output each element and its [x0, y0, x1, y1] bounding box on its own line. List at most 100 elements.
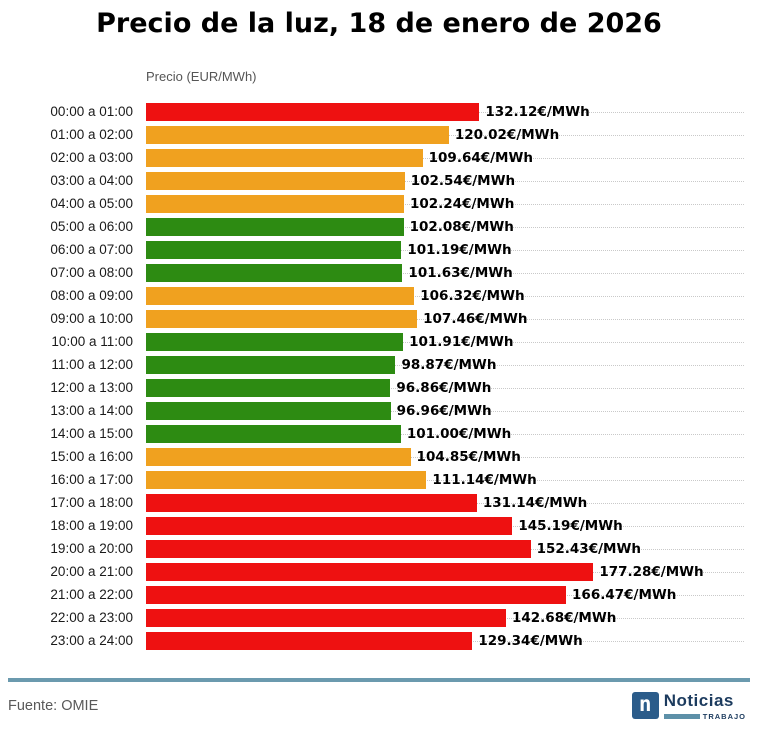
- hour-label: 11:00 a 12:00: [51, 357, 133, 372]
- bar-row: 20:00 a 21:00 177.28€/MWh: [0, 560, 758, 583]
- value-label: 98.87€/MWh: [401, 356, 497, 373]
- bar-track: 131.14€/MWh: [146, 493, 744, 512]
- bar-track: 96.86€/MWh: [146, 378, 744, 397]
- bar: [146, 240, 402, 259]
- bar: [146, 309, 418, 328]
- bar-track: 101.00€/MWh: [146, 424, 744, 443]
- footer: Fuente: OMIE n Noticias TRABAJO: [8, 692, 746, 721]
- bar-track: 111.14€/MWh: [146, 470, 744, 489]
- value-label: 177.28€/MWh: [599, 563, 704, 580]
- bar-row: 17:00 a 18:00 131.14€/MWh: [0, 491, 758, 514]
- bar: [146, 148, 423, 167]
- bar-row: 13:00 a 14:00 96.96€/MWh: [0, 399, 758, 422]
- value-label: 101.91€/MWh: [409, 333, 514, 350]
- hour-label: 06:00 a 07:00: [50, 242, 133, 257]
- bar-track: 98.87€/MWh: [146, 355, 744, 374]
- value-label: 102.08€/MWh: [409, 218, 514, 235]
- logo-subtitle: TRABAJO: [702, 711, 746, 721]
- bar-row: 12:00 a 13:00 96.86€/MWh: [0, 376, 758, 399]
- logo-name: Noticias: [663, 691, 734, 710]
- value-label: 109.64€/MWh: [428, 149, 533, 166]
- bar-row: 08:00 a 09:00 106.32€/MWh: [0, 284, 758, 307]
- bar-track: 166.47€/MWh: [146, 585, 744, 604]
- gridline: [146, 410, 744, 412]
- bar-track: 102.08€/MWh: [146, 217, 744, 236]
- bar-track: 109.64€/MWh: [146, 148, 744, 167]
- hour-label: 04:00 a 05:00: [50, 196, 133, 211]
- noticias-trabajo-logo: n Noticias TRABAJO: [631, 691, 746, 721]
- hour-label: 19:00 a 20:00: [50, 541, 133, 556]
- bar-row: 10:00 a 11:00 101.91€/MWh: [0, 330, 758, 353]
- value-label: 111.14€/MWh: [432, 471, 537, 488]
- bar-row: 07:00 a 08:00 101.63€/MWh: [0, 261, 758, 284]
- hour-label: 16:00 a 17:00: [50, 472, 133, 487]
- bar-row: 19:00 a 20:00 152.43€/MWh: [0, 537, 758, 560]
- bar-track: 107.46€/MWh: [146, 309, 744, 328]
- bar-track: 152.43€/MWh: [146, 539, 744, 558]
- bar: [146, 470, 427, 489]
- gridline: [146, 433, 744, 435]
- bar-row: 11:00 a 12:00 98.87€/MWh: [0, 353, 758, 376]
- bar: [146, 539, 531, 558]
- bar: [146, 286, 415, 305]
- bar: [146, 171, 405, 190]
- bar-row: 05:00 a 06:00 102.08€/MWh: [0, 215, 758, 238]
- gridline: [146, 157, 744, 159]
- bar-row: 01:00 a 02:00 120.02€/MWh: [0, 123, 758, 146]
- gridline: [146, 341, 744, 343]
- hour-label: 17:00 a 18:00: [50, 495, 133, 510]
- value-label: 132.12€/MWh: [485, 103, 590, 120]
- gridline: [146, 318, 744, 320]
- bar: [146, 424, 401, 443]
- bar: [146, 631, 473, 650]
- chart-title: Precio de la luz, 18 de enero de 2026: [96, 8, 662, 39]
- bar: [146, 125, 449, 144]
- bar-rows: 00:00 a 01:00 132.12€/MWh 01:00 a 02:00 …: [0, 100, 758, 652]
- bar: [146, 401, 391, 420]
- hour-label: 22:00 a 23:00: [50, 610, 133, 625]
- source-text: Fuente: OMIE: [8, 698, 99, 714]
- hour-label: 01:00 a 02:00: [50, 127, 133, 142]
- value-label: 102.24€/MWh: [409, 195, 515, 212]
- hour-label: 07:00 a 08:00: [50, 265, 133, 280]
- value-label: 104.85€/MWh: [416, 448, 521, 465]
- bar: [146, 102, 480, 121]
- gridline: [146, 295, 744, 297]
- value-label: 101.63€/MWh: [408, 264, 513, 281]
- gridline: [146, 180, 744, 182]
- x-axis-label: Precio (EUR/MWh): [146, 69, 257, 84]
- logo-bar: [663, 713, 700, 719]
- gridline: [146, 249, 744, 251]
- gridline: [146, 456, 744, 458]
- bar-row: 09:00 a 10:00 107.46€/MWh: [0, 307, 758, 330]
- gridline: [146, 387, 744, 389]
- hour-label: 08:00 a 09:00: [50, 288, 133, 303]
- bar-track: 142.68€/MWh: [146, 608, 744, 627]
- value-label: 107.46€/MWh: [423, 310, 528, 327]
- bar: [146, 332, 404, 351]
- logo-n-icon: n: [631, 692, 659, 719]
- bar-track: 129.34€/MWh: [146, 631, 744, 650]
- bar-row: 16:00 a 17:00 111.14€/MWh: [0, 468, 758, 491]
- gridline: [146, 203, 744, 205]
- footer-divider: [8, 678, 750, 682]
- gridline: [146, 272, 744, 274]
- bar-row: 03:00 a 04:00 102.54€/MWh: [0, 169, 758, 192]
- value-label: 145.19€/MWh: [518, 517, 623, 534]
- gridline: [146, 226, 744, 228]
- value-label: 96.96€/MWh: [396, 402, 492, 419]
- bar: [146, 585, 567, 604]
- hour-label: 15:00 a 16:00: [50, 449, 133, 464]
- bar-track: 101.91€/MWh: [146, 332, 744, 351]
- value-label: 101.00€/MWh: [406, 425, 512, 442]
- hour-label: 00:00 a 01:00: [50, 104, 133, 119]
- bar-track: 177.28€/MWh: [146, 562, 744, 581]
- bar-row: 00:00 a 01:00 132.12€/MWh: [0, 100, 758, 123]
- hour-label: 13:00 a 14:00: [50, 403, 133, 418]
- logo-text-block: Noticias TRABAJO: [663, 691, 746, 721]
- hour-label: 14:00 a 15:00: [50, 426, 133, 441]
- gridline: [146, 364, 744, 366]
- value-label: 131.14€/MWh: [482, 494, 588, 511]
- bar-row: 15:00 a 16:00 104.85€/MWh: [0, 445, 758, 468]
